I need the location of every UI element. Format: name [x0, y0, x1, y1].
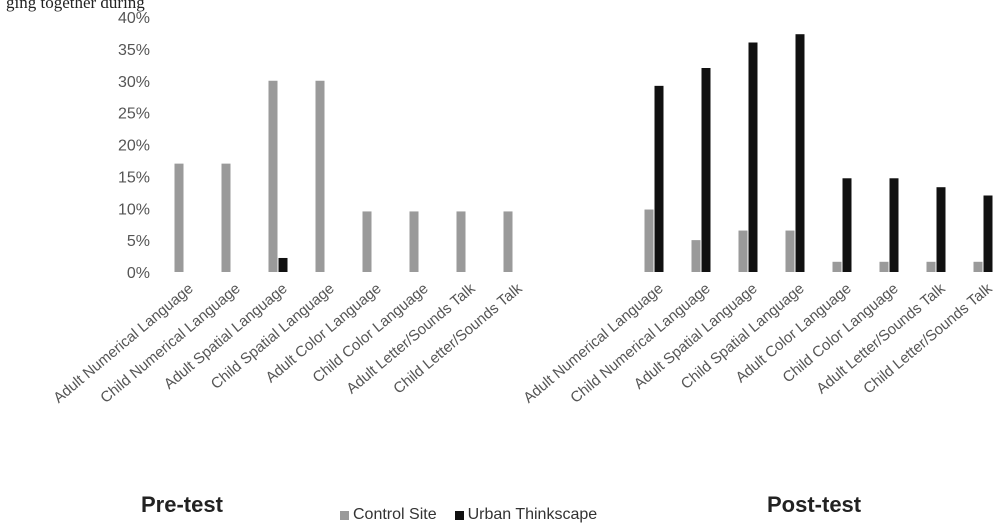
- bar-control-site: [503, 211, 513, 272]
- bar-control-site: [456, 211, 466, 272]
- legend-item-control: Control Site: [340, 506, 437, 524]
- bar-control-site: [362, 211, 372, 272]
- bar-control-site: [644, 209, 654, 272]
- bar-control-site: [738, 230, 748, 272]
- bar-control-site: [879, 261, 889, 272]
- bar-control-site: [315, 80, 325, 272]
- bar-control-site: [174, 163, 184, 272]
- bar-control-site: [973, 261, 983, 272]
- bar-urban-thinkscape: [795, 34, 805, 273]
- bar-control-site: [221, 163, 231, 272]
- legend-swatch-control: [340, 510, 349, 520]
- bar-urban-thinkscape: [701, 68, 711, 272]
- y-axis: 0% 5% 10% 15% 20% 25% 30% 35% 40%: [118, 10, 150, 282]
- bar-control-site: [268, 80, 278, 272]
- bar-control-site: [926, 261, 936, 272]
- y-tick-label: 20%: [118, 138, 150, 155]
- y-tick-label: 10%: [118, 201, 150, 218]
- bar-urban-thinkscape: [889, 178, 899, 272]
- legend-label-urban: Urban Thinkscape: [467, 506, 598, 523]
- legend-swatch-urban: [454, 510, 464, 520]
- legend-label-control: Control Site: [353, 506, 437, 523]
- legend-item-urban: Urban Thinkscape: [454, 506, 598, 524]
- y-tick-label: 35%: [118, 42, 150, 59]
- y-tick-label: 0%: [127, 265, 150, 282]
- y-tick-label: 40%: [118, 10, 150, 27]
- bar-urban-thinkscape: [936, 187, 946, 272]
- bar-control-site: [409, 211, 419, 272]
- y-tick-label: 5%: [127, 233, 150, 250]
- bar-control-site: [691, 240, 701, 272]
- bar-urban-thinkscape: [748, 42, 758, 272]
- y-tick-label: 30%: [118, 74, 150, 91]
- legend: Control Site Urban Thinkscape: [340, 506, 597, 524]
- caption-text: ging together during: [6, 0, 145, 12]
- group-label-pre-test: Pre-test: [141, 492, 223, 517]
- bar-urban-thinkscape: [278, 257, 288, 272]
- y-tick-label: 25%: [118, 106, 150, 123]
- bar-control-site: [832, 261, 842, 272]
- y-tick-label: 15%: [118, 169, 150, 186]
- group-label-post-test: Post-test: [767, 492, 862, 517]
- bar-control-site: [785, 230, 795, 272]
- bar-urban-thinkscape: [654, 85, 664, 272]
- bars: [174, 34, 993, 273]
- bar-urban-thinkscape: [983, 195, 993, 272]
- bar-urban-thinkscape: [842, 178, 852, 272]
